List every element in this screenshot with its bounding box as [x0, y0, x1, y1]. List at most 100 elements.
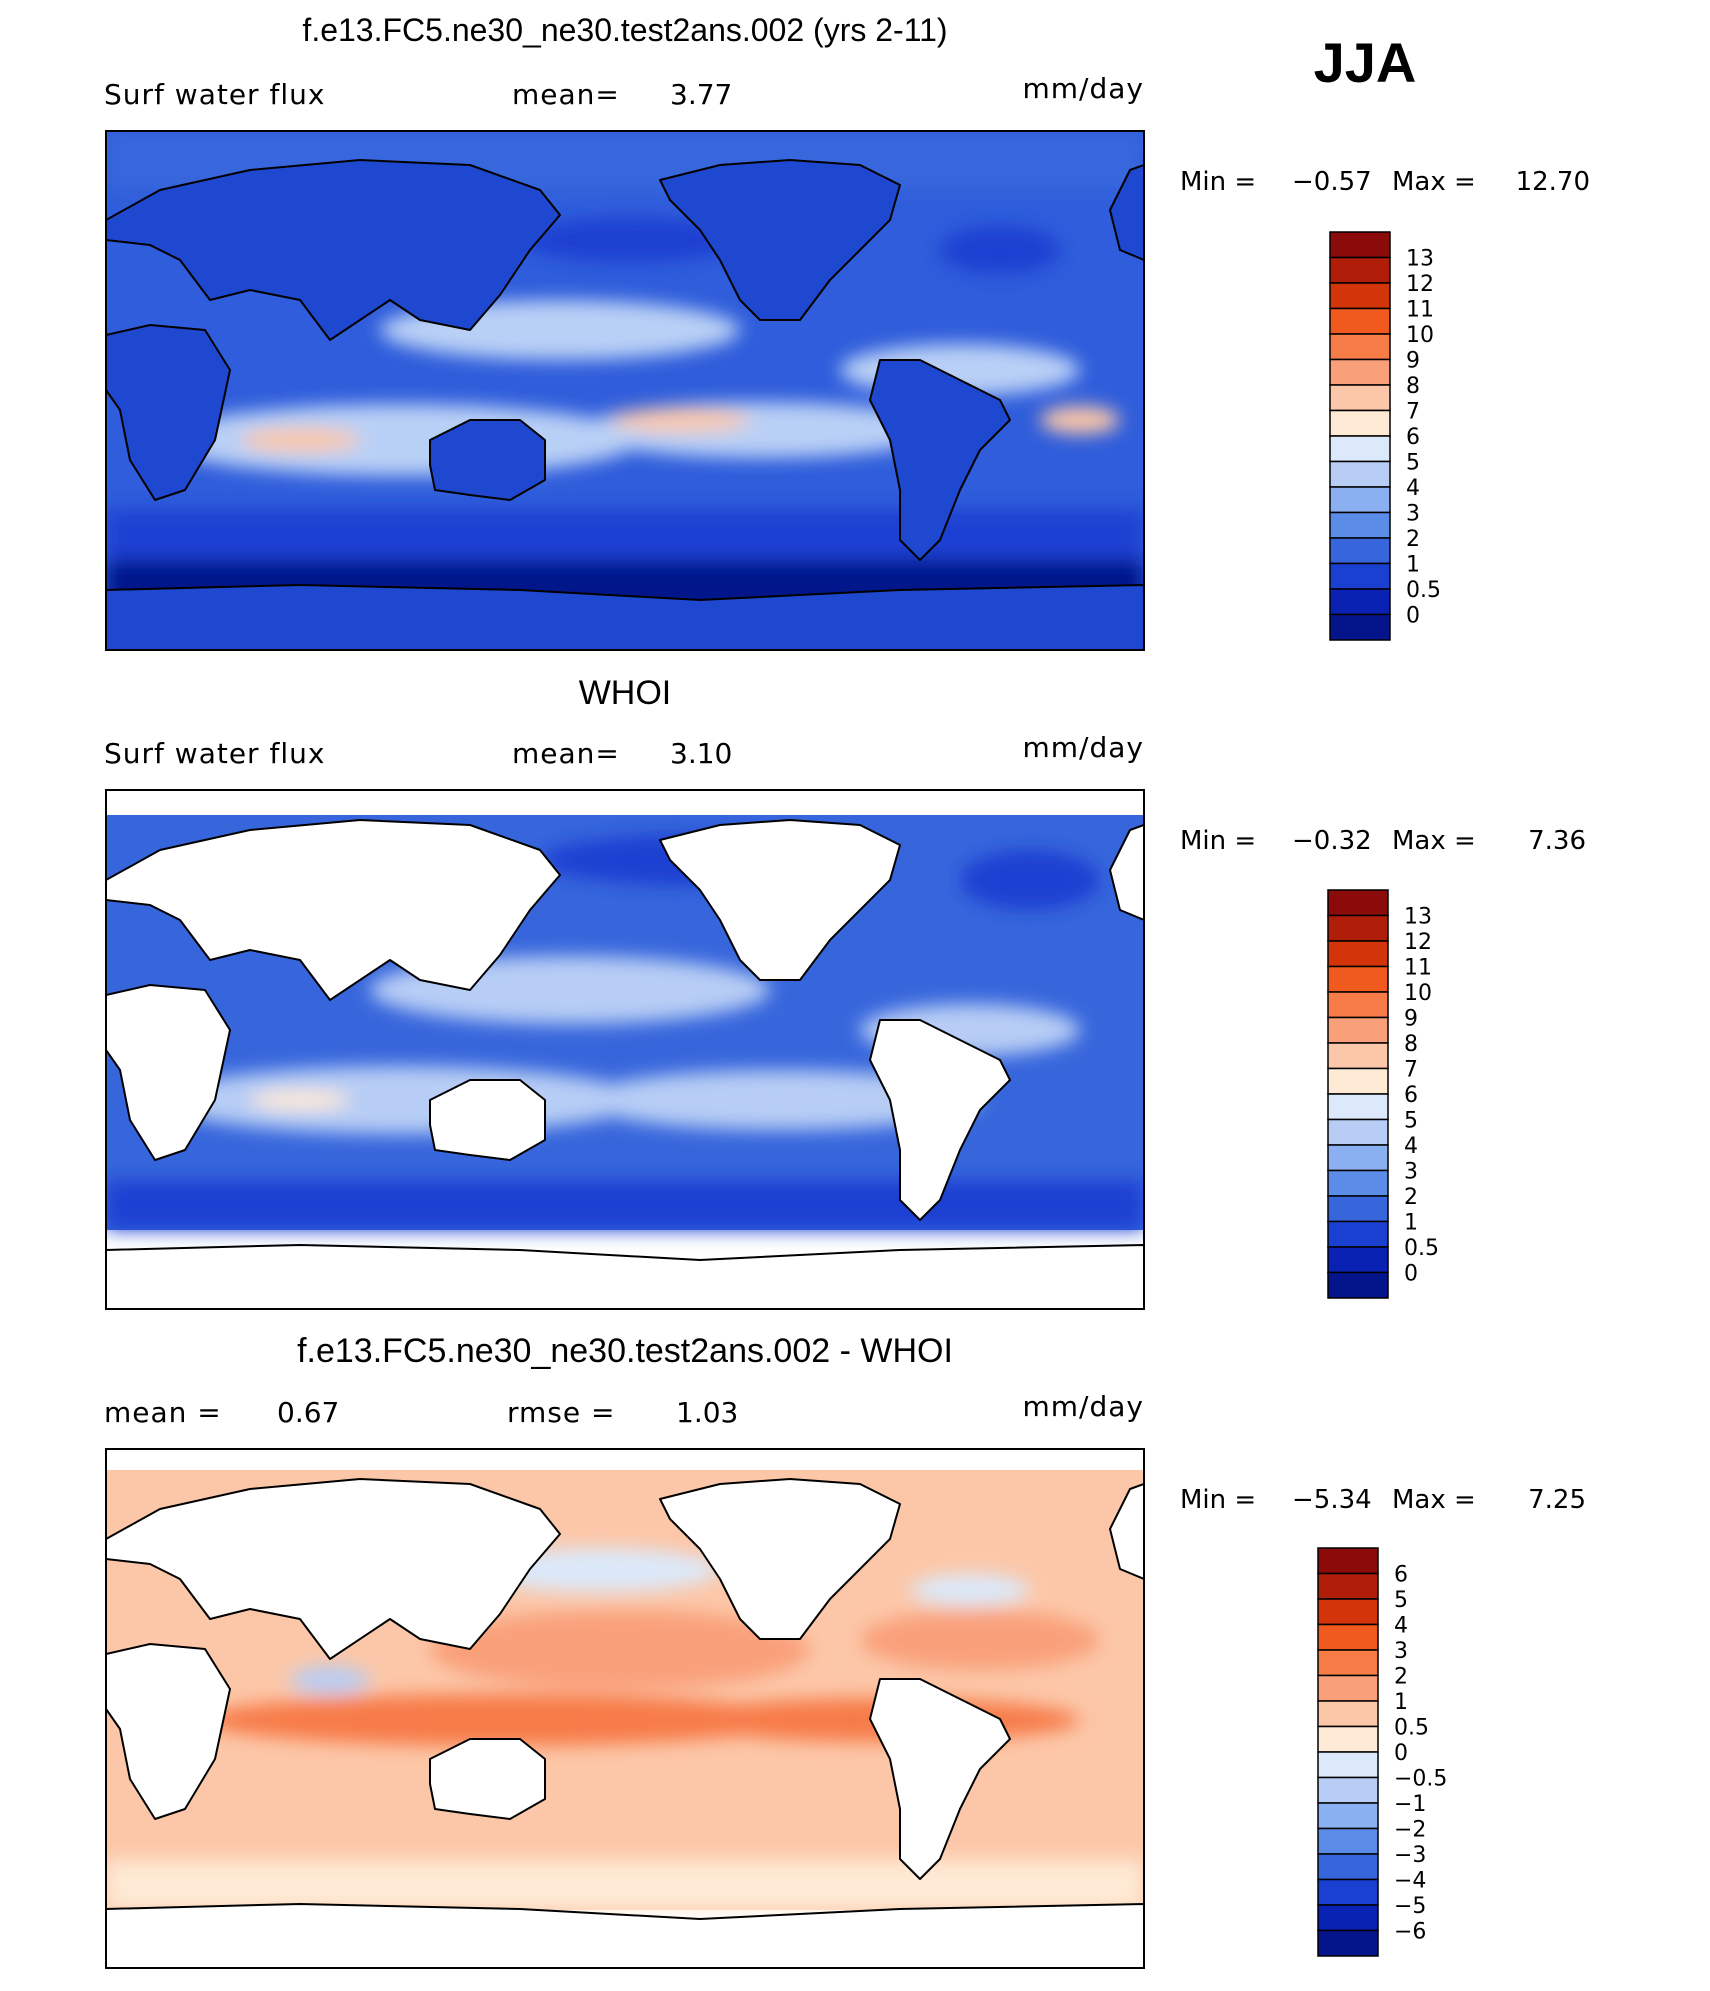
max-label: Max = [1392, 167, 1476, 197]
colorbar-tick-label: −5 [1394, 1894, 1426, 1919]
colorbar-swatch [1329, 588, 1391, 616]
colorbar-swatch [1329, 307, 1391, 335]
colorbar-tick-label: 5 [1404, 1109, 1418, 1134]
mean-label: mean= [512, 737, 620, 770]
colorbar-swatch [1327, 1016, 1389, 1044]
colorbar-swatch [1317, 1598, 1379, 1626]
mean-value: 3.77 [670, 78, 732, 111]
colorbar-tick-label: 2 [1404, 1185, 1418, 1210]
colorbar-swatch [1329, 486, 1391, 514]
colorbar-swatch [1329, 358, 1391, 386]
colorbar-tick-label: 6 [1404, 1083, 1418, 1108]
colorbar-tick-label: 0.5 [1394, 1716, 1429, 1741]
min-value: −0.57 [1292, 167, 1372, 197]
min-value: −5.34 [1292, 1485, 1372, 1515]
colorbar-tick-label: 4 [1404, 1134, 1418, 1159]
colorbar-swatch [1317, 1751, 1379, 1779]
colorbar-swatch [1317, 1547, 1379, 1575]
colorbar-tick-label: 3 [1394, 1639, 1408, 1664]
colorbar-tick-label: 8 [1404, 1032, 1418, 1057]
colorbar-tick-label: 5 [1394, 1588, 1408, 1613]
colorbar-swatch [1327, 1169, 1389, 1197]
colorbar-swatch [1327, 1220, 1389, 1248]
colorbar-swatch [1317, 1929, 1379, 1957]
colorbar-tick-label: −0.5 [1394, 1767, 1447, 1792]
map-frame [105, 130, 1145, 651]
colorbar-swatch [1329, 562, 1391, 590]
panel-model: f.e13.FC5.ne30_ne30.test2ans.002 (yrs 2-… [104, 12, 1590, 651]
colorbar-tick-label: 1 [1406, 553, 1420, 578]
colorbar-tick-label: 4 [1406, 476, 1420, 501]
colorbar-tick-label: 3 [1404, 1160, 1418, 1185]
colorbar-tick-label: 12 [1404, 930, 1432, 955]
colorbar-tick-label: 13 [1406, 247, 1434, 272]
max-label: Max = [1392, 1485, 1476, 1515]
colorbar-tick-label: 0.5 [1404, 1236, 1439, 1261]
colorbar-tick-label: 1 [1394, 1690, 1408, 1715]
colorbar-tick-label: 6 [1394, 1563, 1408, 1588]
colorbar-swatch [1317, 1776, 1379, 1804]
colorbar-swatch [1327, 1246, 1389, 1274]
colorbar-tick-label: 2 [1394, 1665, 1408, 1690]
colorbar-swatch [1327, 1067, 1389, 1095]
colorbar-swatch [1329, 256, 1391, 284]
colorbar-swatch [1317, 1827, 1379, 1855]
min-value: −0.32 [1292, 826, 1372, 856]
colorbar-tick-label: 1 [1404, 1211, 1418, 1236]
units-label: mm/day [1023, 1390, 1145, 1423]
variable-label: Surf water flux [104, 737, 325, 770]
colorbar-swatch [1329, 460, 1391, 488]
colorbar-tick-label: 0 [1406, 604, 1420, 629]
season-label: JJA [1314, 31, 1417, 94]
colorbar-tick-label: 5 [1406, 451, 1420, 476]
max-value: 7.36 [1528, 826, 1586, 856]
colorbar-tick-label: 0.5 [1406, 578, 1441, 603]
colorbar-swatch [1329, 384, 1391, 412]
colorbar-tick-label: 0 [1394, 1741, 1408, 1766]
colorbar-tick-label: 11 [1406, 298, 1434, 323]
rmse-value: 1.03 [676, 1396, 738, 1429]
colorbar-swatch [1327, 1093, 1389, 1121]
colorbar-swatch [1317, 1878, 1379, 1906]
mean-label: mean = [104, 1396, 222, 1429]
colorbar-swatch [1329, 435, 1391, 463]
colorbar-tick-label: −2 [1394, 1818, 1426, 1843]
panel-title: f.e13.FC5.ne30_ne30.test2ans.002 - WHOI [297, 1332, 953, 1370]
coastlines [106, 819, 1144, 1309]
colorbar-tick-label: 2 [1406, 527, 1420, 552]
rmse-label: rmse = [507, 1396, 615, 1429]
colorbar-swatch [1317, 1572, 1379, 1600]
colorbar-swatch [1317, 1904, 1379, 1932]
colorbar-tick-label: 0 [1404, 1262, 1418, 1287]
colorbar-swatch [1329, 613, 1391, 641]
max-value: 7.25 [1528, 1485, 1586, 1515]
panel-observations: WHOI Surf water flux mean= 3.10 mm/day [104, 674, 1586, 1310]
mean-label: mean= [512, 78, 620, 111]
colorbar-tick-label: 3 [1406, 502, 1420, 527]
mean-value: 3.10 [670, 737, 732, 770]
colorbar-tick-label: 9 [1406, 349, 1420, 374]
colorbar-swatch [1329, 282, 1391, 310]
colorbar-tick-label: −3 [1394, 1843, 1426, 1868]
colorbar-tick-label: 11 [1404, 956, 1432, 981]
colorbar-swatch [1329, 231, 1391, 259]
colorbar-swatch [1317, 1674, 1379, 1702]
colorbar-swatch [1317, 1649, 1379, 1677]
coastlines [106, 159, 1144, 650]
colorbar-tick-label: −4 [1394, 1869, 1426, 1894]
min-label: Min = [1180, 167, 1256, 197]
colorbar-swatch [1329, 537, 1391, 565]
colorbar-tick-label: 9 [1404, 1007, 1418, 1032]
colorbar-swatch [1327, 1042, 1389, 1070]
colorbar-swatch [1317, 1802, 1379, 1830]
panel-title: WHOI [579, 674, 672, 712]
panel-title: f.e13.FC5.ne30_ne30.test2ans.002 (yrs 2-… [302, 12, 947, 48]
colorbar-swatch [1327, 991, 1389, 1019]
colorbar-swatch [1327, 1118, 1389, 1146]
colorbar-swatch [1317, 1700, 1379, 1728]
colorbar-tick-label: 8 [1406, 374, 1420, 399]
colorbar-swatch [1317, 1725, 1379, 1753]
colorbar-swatch [1327, 889, 1389, 917]
